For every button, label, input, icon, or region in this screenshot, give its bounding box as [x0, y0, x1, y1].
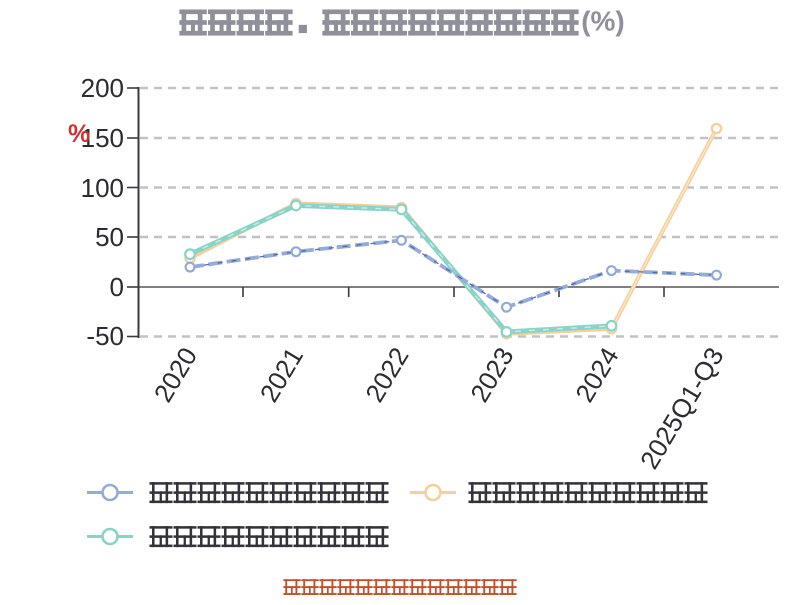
svg-text:%: % — [68, 120, 90, 148]
svg-text:(%): (%) — [581, 5, 625, 36]
svg-text:-50: -50 — [86, 321, 124, 351]
svg-text:150: 150 — [81, 123, 124, 153]
svg-text:200: 200 — [81, 73, 124, 103]
svg-text:0: 0 — [110, 272, 124, 302]
svg-text:100: 100 — [81, 173, 124, 203]
svg-text:50: 50 — [95, 222, 124, 252]
